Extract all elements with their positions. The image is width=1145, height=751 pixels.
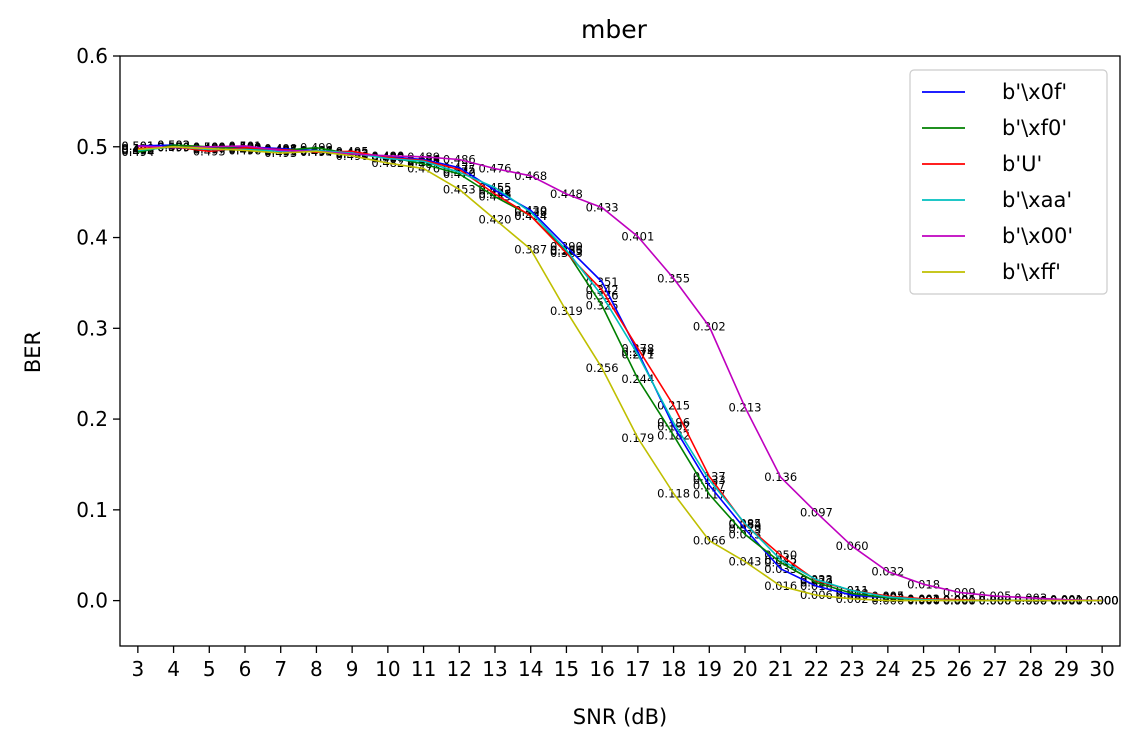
x-tick-label: 25 — [911, 657, 936, 681]
x-tick-label: 12 — [447, 657, 472, 681]
x-tick-label: 7 — [274, 657, 287, 681]
x-tick-label: 18 — [661, 657, 686, 681]
y-axis-label: BER — [21, 331, 45, 373]
x-tick-label: 9 — [346, 657, 359, 681]
x-tick-label: 21 — [768, 657, 793, 681]
plot-area: 0.501 0.502 0.499 0.500 0.498 0.496 0.493 0.489… — [119, 55, 1121, 647]
legend-entry: b'\x0f' — [1002, 80, 1067, 104]
axes-frame — [119, 55, 1121, 647]
y-tick-label: 0.1 — [76, 498, 108, 522]
y-tick-label: 0.0 — [76, 589, 108, 613]
x-tick-label: 28 — [1018, 657, 1043, 681]
x-tick-label: 14 — [518, 657, 543, 681]
x-tick-label: 17 — [625, 657, 650, 681]
legend-entry: b'\xf0' — [1002, 116, 1067, 140]
data-label: 0.000 — [1086, 594, 1119, 608]
y-tick-label: 0.4 — [76, 226, 108, 250]
x-tick-label: 24 — [875, 657, 900, 681]
x-tick-label: 5 — [203, 657, 216, 681]
legend-entry: b'\x00' — [1002, 224, 1073, 248]
x-tick-label: 13 — [482, 657, 507, 681]
y-tick-label: 0.2 — [76, 407, 108, 431]
x-axis-label: SNR (dB) — [573, 705, 667, 729]
chart-title: mber — [581, 15, 648, 44]
y-tick-label: 0.6 — [76, 44, 108, 68]
series-lines — [137, 144, 1103, 602]
x-tick-label: 3 — [131, 657, 144, 681]
x-tick-label: 29 — [1054, 657, 1079, 681]
data-label: 0.000 — [1086, 594, 1119, 608]
legend-box — [909, 69, 1108, 295]
legend-entry: b'\xaa' — [1002, 188, 1072, 212]
x-tick-label: 23 — [839, 657, 864, 681]
legend-entry: b'U' — [1002, 152, 1042, 176]
x-tick-label: 27 — [982, 657, 1007, 681]
x-tick-label: 4 — [167, 657, 180, 681]
data-label: 0.000 — [1086, 594, 1119, 608]
x-tick-label: 8 — [310, 657, 323, 681]
y-tick-label: 0.3 — [76, 316, 108, 340]
x-axis: 3 4 5 6 7 8 9 10 11 12 13 14 15 16 17 18 19 20 21 22 23 24 25 2… — [131, 646, 1115, 681]
x-tick-label: 26 — [947, 657, 972, 681]
x-tick-label: 22 — [804, 657, 829, 681]
x-tick-label: 30 — [1089, 657, 1114, 681]
x-tick-label: 20 — [732, 657, 757, 681]
legend-entry: b'\xff' — [1002, 260, 1061, 284]
x-tick-label: 6 — [239, 657, 252, 681]
x-tick-label: 15 — [554, 657, 579, 681]
data-label: 0.000 — [1086, 594, 1119, 608]
y-tick-label: 0.5 — [76, 135, 108, 159]
x-tick-label: 11 — [411, 657, 436, 681]
series-line-4 — [137, 145, 1103, 602]
series-line-5 — [137, 146, 1103, 602]
y-axis: 0.0 0.1 0.2 0.3 0.4 0.5 0.6 — [76, 44, 120, 613]
data-label: 0.000 — [1086, 594, 1119, 608]
x-tick-label: 10 — [375, 657, 400, 681]
legend: b'\x0f' b'\xf0' b'U' b'\xaa' b'\x00' b'\xff' — [909, 69, 1108, 295]
data-label: 0.000 — [1086, 594, 1119, 608]
x-tick-label: 19 — [697, 657, 722, 681]
x-tick-label: 16 — [589, 657, 614, 681]
